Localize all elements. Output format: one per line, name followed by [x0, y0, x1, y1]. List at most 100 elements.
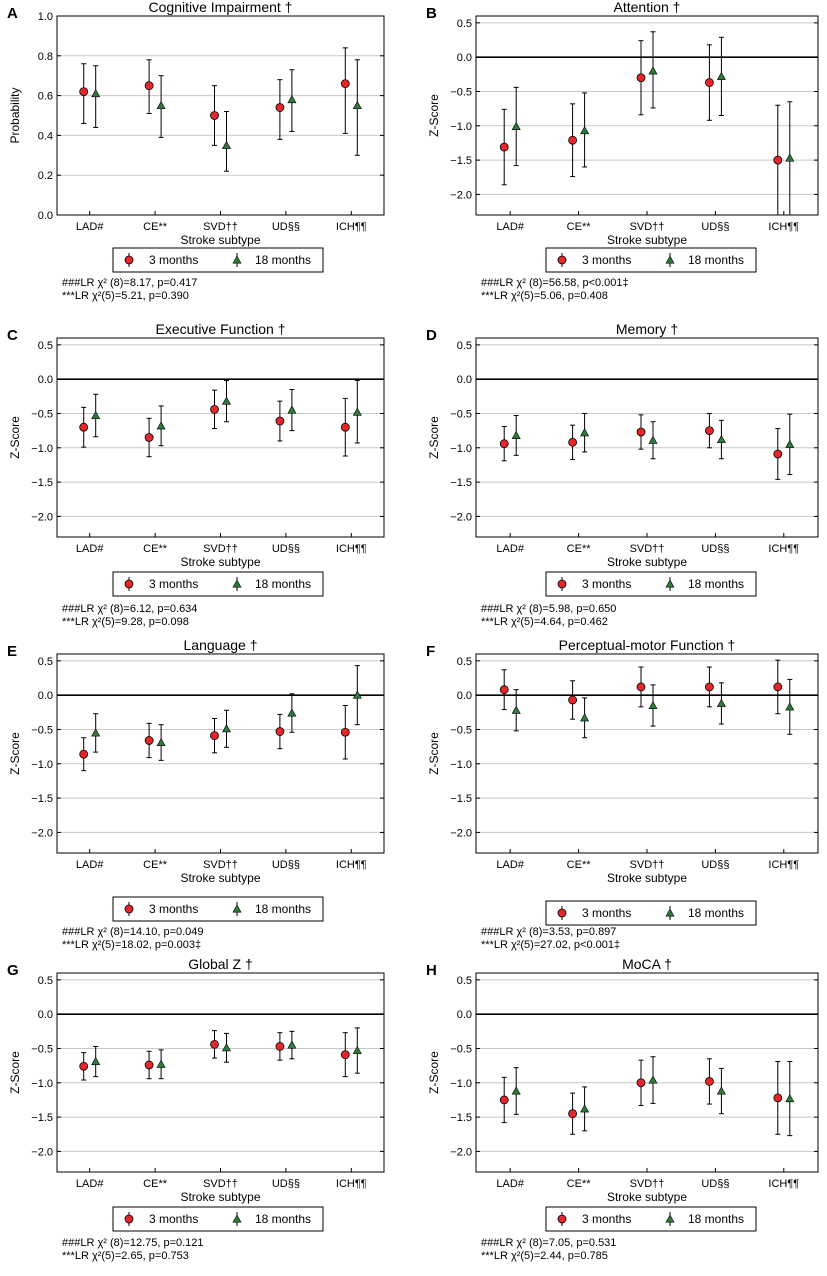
point-3-months: [636, 1078, 646, 1088]
y-tick-label: 0.0: [38, 210, 53, 222]
point-18-months: [91, 88, 101, 98]
x-axis-label: Stroke subtype: [607, 1190, 687, 1204]
point-3-months: [773, 682, 783, 692]
legend-label-3-months: 3 months: [582, 906, 631, 920]
y-tick-label: −1.5: [450, 155, 472, 167]
panel-letter: H: [426, 962, 437, 979]
panel-letter: G: [7, 962, 19, 979]
y-tick-label: −0.5: [31, 408, 53, 420]
point-18-months: [511, 121, 521, 130]
x-tick-label: UD§§: [272, 1178, 300, 1190]
x-axis-label: Stroke subtype: [180, 555, 260, 569]
y-tick-label: −2.0: [450, 827, 472, 839]
legend-marker-18-months: [232, 1214, 242, 1223]
legend-box: [545, 247, 757, 273]
point-18-months: [287, 405, 297, 414]
point-18-months: [352, 407, 362, 416]
point-3-months: [773, 155, 783, 165]
legend: 3 months 18 months: [112, 896, 324, 922]
y-tick-label: −1.0: [450, 121, 472, 133]
x-tick-label: LAD#: [496, 1178, 524, 1190]
point-18-months: [511, 430, 521, 439]
point-18-months: [91, 410, 101, 420]
y-tick-label: 0.5: [457, 18, 472, 30]
point-3-months: [79, 422, 89, 432]
y-axis-label: Z-Score: [8, 416, 22, 459]
y-axis-label: Z-Score: [427, 732, 441, 775]
point-3-months: [636, 682, 646, 692]
point-18-months: [287, 1040, 297, 1049]
panel-letter: E: [7, 643, 17, 660]
point-18-months: [352, 1045, 362, 1055]
x-tick-label: UD§§: [701, 543, 729, 555]
legend-box: [545, 571, 757, 597]
point-18-months: [221, 396, 232, 405]
legend-label-18-months: 18 months: [688, 577, 744, 591]
panel-c: 0.5 0.0 −0.5 −1.0 −1.5 −2.0 Executive Function…: [7, 321, 385, 628]
stats-line: ***LR χ²(5)=18.02, p=0.003‡: [62, 939, 201, 951]
legend-box: [112, 571, 324, 597]
point-3-months: [773, 449, 783, 459]
panel-letter: C: [7, 327, 18, 344]
point-3-months: [210, 731, 219, 741]
y-tick-label: −2.0: [450, 511, 472, 523]
point-3-months: [275, 103, 285, 112]
legend-label-3-months: 3 months: [149, 253, 198, 267]
point-3-months: [568, 135, 577, 145]
point-3-months: [340, 1050, 350, 1060]
panel-letter: B: [426, 5, 437, 22]
point-18-months: [580, 125, 590, 135]
x-tick-label: SVD††: [203, 221, 238, 233]
point-3-months: [499, 142, 509, 152]
y-tick-label: −1.0: [450, 443, 472, 455]
y-axis-label: Probability: [8, 87, 22, 143]
point-3-months: [144, 736, 154, 745]
stats-line: ###LR χ² (8)=56.58, p<0.001‡: [481, 277, 629, 289]
x-tick-label: UD§§: [701, 1178, 729, 1190]
panel-b: 0.5 0.0 −0.5 −1.0 −1.5 −2.0 Attention † B Z-Scor…: [426, 0, 819, 302]
point-18-months: [648, 66, 658, 75]
panel-g: 0.5 0.0 −0.5 −1.0 −1.5 −2.0 Global Z † G Z-Score…: [7, 956, 385, 1262]
point-18-months: [221, 724, 232, 733]
y-tick-label: 0.5: [457, 656, 472, 668]
legend-marker-3-months: [124, 904, 134, 914]
x-tick-label: CE**: [567, 1178, 592, 1190]
point-18-months: [648, 700, 658, 709]
y-axis-label: Z-Score: [427, 416, 441, 459]
point-18-months: [716, 698, 726, 707]
axes-frame: [56, 972, 385, 1173]
stats-line: ###LR χ² (8)=3.53, p=0.897: [481, 926, 616, 938]
point-18-months: [91, 728, 101, 737]
y-tick-label: −2.0: [31, 511, 53, 523]
point-3-months: [499, 1095, 509, 1105]
y-tick-label: −0.5: [450, 724, 472, 736]
y-tick-label: 0.5: [457, 975, 472, 987]
point-3-months: [144, 433, 154, 442]
panel-letter: F: [426, 643, 435, 660]
point-3-months: [79, 87, 89, 97]
legend: 3 months 18 months: [545, 247, 757, 273]
x-tick-label: ICH¶¶: [336, 543, 367, 555]
point-3-months: [79, 749, 89, 759]
stats-line: ###LR χ² (8)=12.75, p=0.121: [62, 1237, 204, 1249]
point-18-months: [580, 428, 590, 437]
point-3-months: [144, 81, 154, 91]
x-tick-label: UD§§: [272, 859, 300, 871]
point-18-months: [511, 705, 521, 714]
point-18-months: [287, 94, 297, 104]
x-tick-label: UD§§: [701, 221, 729, 233]
x-tick-label: CE**: [143, 543, 168, 555]
legend: 3 months 18 months: [112, 1206, 324, 1232]
y-tick-label: 1.0: [38, 11, 53, 23]
point-3-months: [636, 427, 646, 437]
x-tick-label: LAD#: [76, 221, 104, 233]
x-axis-label: Stroke subtype: [180, 233, 260, 247]
x-tick-label: UD§§: [272, 221, 300, 233]
point-3-months: [79, 1061, 89, 1071]
y-tick-label: 0.5: [38, 975, 53, 987]
point-3-months: [705, 78, 714, 87]
x-axis-label: Stroke subtype: [607, 871, 687, 885]
point-18-months: [287, 708, 297, 717]
legend: 3 months 18 months: [545, 571, 757, 597]
y-tick-label: 0.0: [457, 52, 472, 64]
